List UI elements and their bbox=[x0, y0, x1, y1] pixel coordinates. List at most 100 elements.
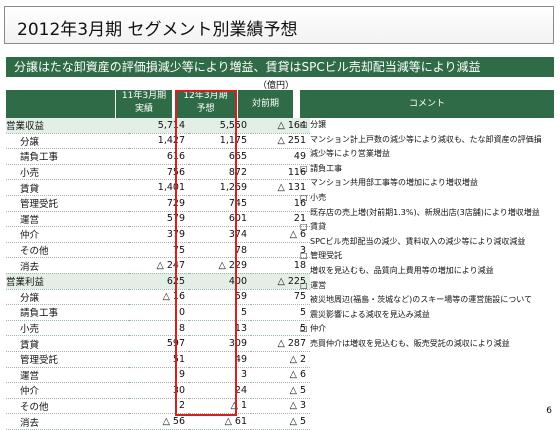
cell-yoy: 18 bbox=[251, 257, 310, 274]
row-label: 分譲 bbox=[6, 133, 129, 150]
row-label: 請負工事 bbox=[6, 148, 129, 165]
cell-fy11: 597 bbox=[129, 335, 189, 352]
table-row: 請負工事 0 5 5 bbox=[6, 304, 310, 321]
cell-yoy: △ 6 bbox=[251, 367, 310, 384]
cell-fy11: 51 bbox=[129, 351, 189, 368]
row-label: 運営 bbox=[6, 211, 129, 228]
cell-fy11: 729 bbox=[129, 195, 189, 212]
cell-fy11: 1,401 bbox=[129, 179, 189, 196]
cell-fy11: △ 56 bbox=[129, 413, 189, 430]
header-comment: コメント bbox=[300, 90, 554, 118]
row-label: その他 bbox=[6, 398, 129, 415]
comment-heading: □ 小売 bbox=[300, 192, 327, 202]
cell-yoy: 75 bbox=[251, 289, 310, 306]
cell-yoy: △ 251 bbox=[251, 133, 310, 150]
cell-fy12: 1,175 bbox=[189, 133, 251, 150]
row-label: その他 bbox=[6, 242, 129, 259]
table-row: その他 75 78 3 bbox=[6, 242, 310, 259]
comment-heading: □ 管理受託 bbox=[300, 251, 343, 261]
table-row: 小売 8 13 5 bbox=[6, 320, 310, 337]
cell-yoy: 5 bbox=[251, 304, 310, 321]
row-label: 営業利益 bbox=[6, 273, 129, 290]
page-number: 6 bbox=[546, 406, 552, 416]
cell-fy12: 665 bbox=[189, 148, 251, 165]
table-row: 営業収益 5,714 5,550 △ 164 bbox=[6, 118, 310, 134]
cell-fy11: 379 bbox=[129, 226, 189, 243]
comment-column: □ 分譲 マンション計上戸数の減少等により減収も、たな卸資産の評価損 減少等により営… bbox=[300, 118, 554, 352]
cell-fy12: 13 bbox=[189, 320, 251, 337]
cell-fy11: 8 bbox=[129, 320, 189, 337]
cell-yoy: △ 131 bbox=[251, 179, 310, 196]
row-label: 仲介 bbox=[6, 226, 129, 243]
header-yoy: 対前期 bbox=[238, 90, 293, 118]
cell-fy11: 9 bbox=[129, 367, 189, 384]
table-row: 請負工事 616 665 49 bbox=[6, 148, 310, 165]
cell-yoy: △ 164 bbox=[251, 118, 310, 134]
comment-line: 既存店の売上増(対前期1.3%)、新規出店(3店舗)により増収増益 bbox=[310, 207, 540, 217]
cell-fy12: 374 bbox=[189, 226, 251, 243]
cell-fy12: △ 229 bbox=[189, 257, 251, 274]
cell-fy12: 24 bbox=[189, 382, 251, 399]
cell-yoy: △ 6 bbox=[251, 226, 310, 243]
cell-fy12: 3 bbox=[189, 367, 251, 384]
page-title: 2012年3月期 セグメント別業績予想 bbox=[17, 20, 298, 40]
unit-label: （億円） bbox=[258, 81, 295, 91]
comment-line: マンション計上戸数の減少等により減収も、たな卸資産の評価損 bbox=[310, 134, 542, 144]
row-label: 管理受託 bbox=[6, 195, 129, 212]
header-fy11: 11年3月期 実績 bbox=[116, 90, 172, 118]
header-fy11-year: 11年3月期 bbox=[121, 91, 167, 101]
cell-fy12: 601 bbox=[189, 211, 251, 228]
cell-yoy: 21 bbox=[251, 211, 310, 228]
header-fy12-year: 12年3月期 bbox=[183, 91, 228, 101]
table-row: 仲介 379 374 △ 6 bbox=[6, 226, 310, 243]
cell-fy11: △ 247 bbox=[129, 257, 189, 274]
cell-yoy: 116 bbox=[251, 164, 310, 181]
comment-heading: □ 運営 bbox=[300, 280, 327, 290]
row-label: 小売 bbox=[6, 320, 129, 337]
cell-yoy: 5 bbox=[251, 320, 310, 337]
table-row: 賃貸 597 309 △ 287 bbox=[6, 335, 310, 352]
cell-fy12: △ 61 bbox=[189, 413, 251, 430]
cell-fy11: 5,714 bbox=[129, 118, 189, 134]
table-row: 運営 9 3 △ 6 bbox=[6, 367, 310, 384]
cell-fy11: 616 bbox=[129, 148, 189, 165]
cell-yoy: 3 bbox=[251, 242, 310, 259]
cell-fy11: 1,427 bbox=[129, 133, 189, 150]
cell-fy12: 309 bbox=[189, 335, 251, 352]
cell-fy12: △ 1 bbox=[189, 398, 251, 415]
comment-line: 減少等により営業増益 bbox=[310, 149, 390, 159]
row-label: 賃貸 bbox=[6, 335, 129, 352]
cell-fy12: 400 bbox=[189, 273, 251, 290]
table-row: 管理受託 51 49 △ 2 bbox=[6, 351, 310, 368]
table-row: 小売 756 872 116 bbox=[6, 164, 310, 181]
header-fy11-kind: 実績 bbox=[134, 104, 153, 114]
cell-yoy: △ 225 bbox=[251, 273, 310, 290]
row-label: 営業収益 bbox=[6, 118, 129, 134]
table-row: 運営 579 601 21 bbox=[6, 211, 310, 228]
cell-yoy: 16 bbox=[251, 195, 310, 212]
table-row: 管理受託 729 745 16 bbox=[6, 195, 310, 212]
cell-fy11: 579 bbox=[129, 211, 189, 228]
table-row: 消去 △ 56 △ 61 △ 5 bbox=[6, 413, 310, 430]
row-label: 賃貸 bbox=[6, 179, 129, 196]
cell-fy12: 78 bbox=[189, 242, 251, 259]
cell-fy11: 30 bbox=[129, 382, 189, 399]
comment-line: 売買仲介は増収を見込むも、販売受託の減収により減益 bbox=[310, 338, 510, 348]
row-label: 管理受託 bbox=[6, 351, 129, 368]
row-label: 請負工事 bbox=[6, 304, 129, 321]
cell-fy11: 0 bbox=[129, 304, 189, 321]
cell-yoy: △ 3 bbox=[251, 398, 310, 415]
row-label: 仲介 bbox=[6, 382, 129, 399]
forecast-table: 営業収益 5,714 5,550 △ 164 分譲 1,427 1,175 △ 251 請負工事… bbox=[6, 118, 310, 430]
cell-fy12: 745 bbox=[189, 195, 251, 212]
cell-fy11: △ 16 bbox=[129, 289, 189, 306]
cell-yoy: 49 bbox=[251, 148, 310, 165]
summary-banner: 分譲はたな卸資産の評価損減少等により増益、賃貸はSPCビル売却配当減等により減益 bbox=[6, 57, 554, 77]
row-label: 消去 bbox=[6, 413, 129, 430]
comment-line: SPCビル売却配当の減少、賃料収入の減少等により減収減益 bbox=[310, 236, 526, 246]
comment-line: 震災影響による減収を見込み減益 bbox=[310, 309, 430, 319]
cell-fy12: 49 bbox=[189, 351, 251, 368]
table-row: 消去 △ 247 △ 229 18 bbox=[6, 257, 310, 274]
table-row: 分譲 1,427 1,175 △ 251 bbox=[6, 133, 310, 150]
comment-line: 被災地周辺(福島・茨城など)のスキー場等の運営施設について bbox=[310, 295, 532, 305]
